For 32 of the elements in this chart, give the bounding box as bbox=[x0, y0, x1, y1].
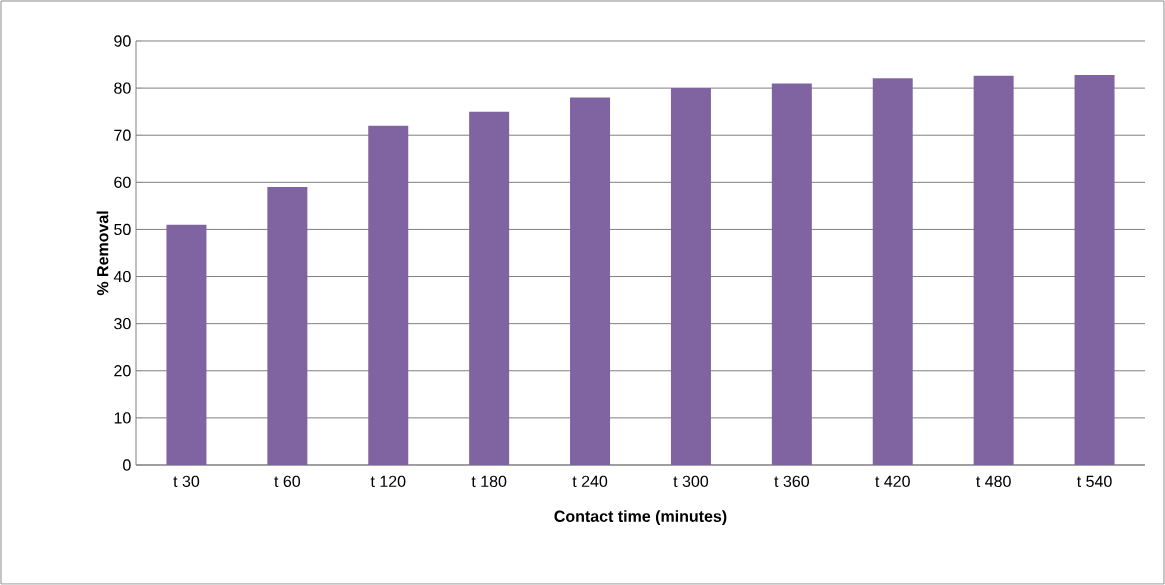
bar bbox=[973, 75, 1014, 465]
y-tick-label: 10 bbox=[114, 412, 131, 424]
x-tick-label: t 30 bbox=[173, 475, 200, 488]
x-tick-label: t 60 bbox=[274, 475, 301, 488]
y-tick-label: 30 bbox=[114, 318, 131, 330]
bar bbox=[670, 88, 711, 465]
bar bbox=[267, 187, 308, 465]
y-axis-title: % Removal bbox=[96, 211, 109, 296]
bar bbox=[570, 97, 611, 465]
bar bbox=[771, 83, 812, 465]
y-tick-label: 70 bbox=[114, 129, 131, 141]
y-tick-label: 50 bbox=[114, 223, 131, 236]
y-tick-label: 60 bbox=[114, 176, 131, 188]
x-tick-label: t 240 bbox=[572, 475, 608, 488]
x-tick-label: t 420 bbox=[875, 475, 910, 488]
bar bbox=[872, 78, 913, 465]
y-tick-label: 0 bbox=[123, 459, 131, 471]
y-tick-label: 90 bbox=[114, 35, 131, 47]
x-tick-label: t 120 bbox=[370, 475, 406, 488]
x-tick-label: t 180 bbox=[471, 475, 507, 488]
x-tick-label: t 480 bbox=[976, 475, 1011, 488]
y-tick-label: 20 bbox=[114, 365, 131, 377]
bar bbox=[368, 125, 409, 465]
x-axis-title: Contact time (minutes) bbox=[554, 510, 727, 526]
x-tick-label: t 360 bbox=[774, 475, 810, 488]
bar bbox=[1074, 74, 1115, 465]
bar bbox=[166, 224, 207, 465]
bar bbox=[469, 111, 510, 465]
y-tick-label: 40 bbox=[113, 270, 131, 283]
x-tick-label: t 540 bbox=[1077, 475, 1112, 488]
y-tick-label: 80 bbox=[114, 82, 131, 94]
x-tick-label: t 300 bbox=[673, 475, 709, 488]
